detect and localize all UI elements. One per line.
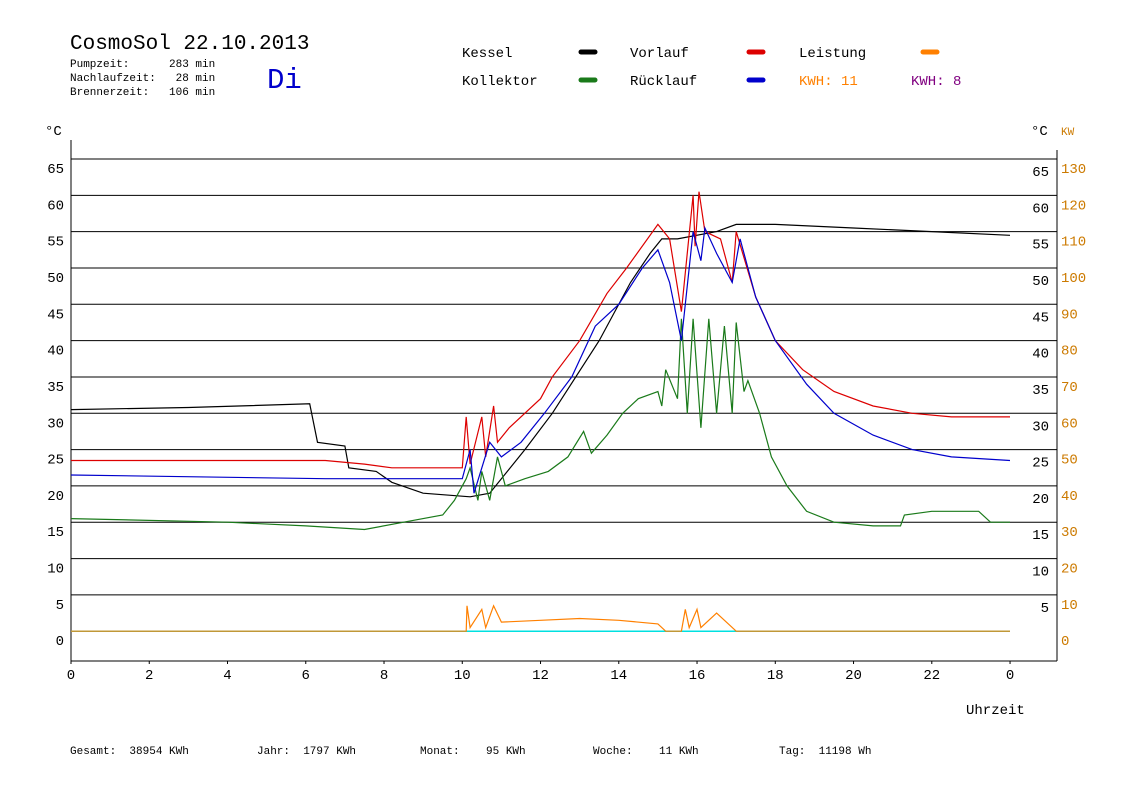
- x-tick-label: 6: [302, 668, 310, 684]
- footer-stat: Monat: 95 KWh: [420, 746, 526, 758]
- y2-tick-label: 0: [1061, 634, 1069, 650]
- x-tick-label: 10: [454, 668, 471, 684]
- y2-tick-label: 50: [1061, 453, 1078, 469]
- y-tick-label: 35: [47, 380, 64, 396]
- y2-tick-label: 120: [1061, 198, 1086, 214]
- x-tick-label: 0: [67, 668, 75, 684]
- y-axis-label: °C: [45, 124, 62, 140]
- y-tick-label: 5: [56, 598, 64, 614]
- y2-tick-label: 10: [1061, 598, 1078, 614]
- y-tick-label: 45: [47, 307, 64, 323]
- series-line: [70, 318, 1010, 531]
- y-right-tick-label: 30: [1032, 419, 1049, 435]
- y2-tick-label: 70: [1061, 380, 1078, 396]
- y-tick-label: 25: [47, 453, 64, 469]
- y-tick-label: 40: [47, 344, 64, 360]
- y-tick-label: 50: [47, 271, 64, 287]
- y-tick-label: 55: [47, 235, 64, 251]
- y-tick-label: 15: [47, 525, 64, 541]
- x-tick-label: 18: [767, 668, 784, 684]
- y2-tick-label: 100: [1061, 271, 1086, 287]
- x-tick-label: 4: [223, 668, 231, 684]
- kwh-label: KWH: 8: [911, 74, 961, 90]
- footer-stat: Woche: 11 KWh: [593, 746, 699, 758]
- y2-axis-label: KW: [1061, 127, 1075, 139]
- y-axis-label-right: °C: [1031, 124, 1048, 140]
- footer-stat: Jahr: 1797 KWh: [257, 746, 356, 758]
- y-tick-label: 10: [47, 562, 64, 578]
- day: Di: [267, 64, 302, 97]
- y-right-tick-label: 50: [1032, 274, 1049, 290]
- y-right-tick-label: 25: [1032, 456, 1049, 472]
- y-right-tick-label: 40: [1032, 347, 1049, 363]
- y-right-tick-label: 65: [1032, 165, 1049, 181]
- x-tick-label: 20: [845, 668, 862, 684]
- y2-tick-label: 40: [1061, 489, 1078, 505]
- x-tick-label: 14: [610, 668, 627, 684]
- x-axis-label: Uhrzeit: [966, 703, 1025, 719]
- legend-label: Kollektor: [462, 74, 538, 90]
- y-tick-label: 0: [56, 634, 64, 650]
- x-tick-label: 22: [923, 668, 940, 684]
- series-line: [71, 191, 1010, 469]
- y2-tick-label: 90: [1061, 307, 1078, 323]
- y2-tick-label: 110: [1061, 235, 1086, 251]
- stat: Pumpzeit: 283 min: [70, 59, 215, 71]
- y2-tick-label: 130: [1061, 162, 1086, 178]
- y-right-tick-label: 60: [1032, 201, 1049, 217]
- legend-label: Rücklauf: [630, 74, 697, 90]
- x-tick-label: 0: [1006, 668, 1014, 684]
- y2-tick-label: 60: [1061, 416, 1078, 432]
- series-line: [71, 604, 1010, 632]
- y-tick-label: 60: [47, 198, 64, 214]
- x-tick-label: 12: [532, 668, 549, 684]
- series-line: [70, 225, 1011, 494]
- y-right-tick-label: 5: [1041, 601, 1049, 617]
- y2-tick-label: 80: [1061, 344, 1078, 360]
- legend-label: Kessel: [462, 46, 512, 62]
- y-right-tick-label: 20: [1032, 492, 1049, 508]
- y-right-tick-label: 45: [1032, 310, 1049, 326]
- y-tick-label: 30: [47, 416, 64, 432]
- legend-label: Vorlauf: [630, 46, 689, 62]
- footer-stat: Gesamt: 38954 KWh: [70, 746, 189, 758]
- series-line: [70, 223, 1011, 498]
- x-tick-label: 16: [689, 668, 706, 684]
- stat: Nachlaufzeit: 28 min: [70, 73, 215, 85]
- x-tick-label: 8: [380, 668, 388, 684]
- kwh-label: KWH: 11: [799, 74, 858, 90]
- y2-tick-label: 30: [1061, 525, 1078, 541]
- y-tick-label: 20: [47, 489, 64, 505]
- y-right-tick-label: 55: [1032, 238, 1049, 254]
- y-right-tick-label: 10: [1032, 565, 1049, 581]
- y-tick-label: 65: [47, 162, 64, 178]
- y-right-tick-label: 35: [1032, 383, 1049, 399]
- footer-stat: Tag: 11198 Wh: [779, 746, 871, 758]
- x-tick-label: 2: [145, 668, 153, 684]
- stat: Brennerzeit: 106 min: [70, 87, 215, 99]
- y2-tick-label: 20: [1061, 562, 1078, 578]
- legend-label: Leistung: [799, 46, 866, 62]
- chart-title: CosmoSol 22.10.2013: [70, 33, 309, 56]
- y-right-tick-label: 15: [1032, 528, 1049, 544]
